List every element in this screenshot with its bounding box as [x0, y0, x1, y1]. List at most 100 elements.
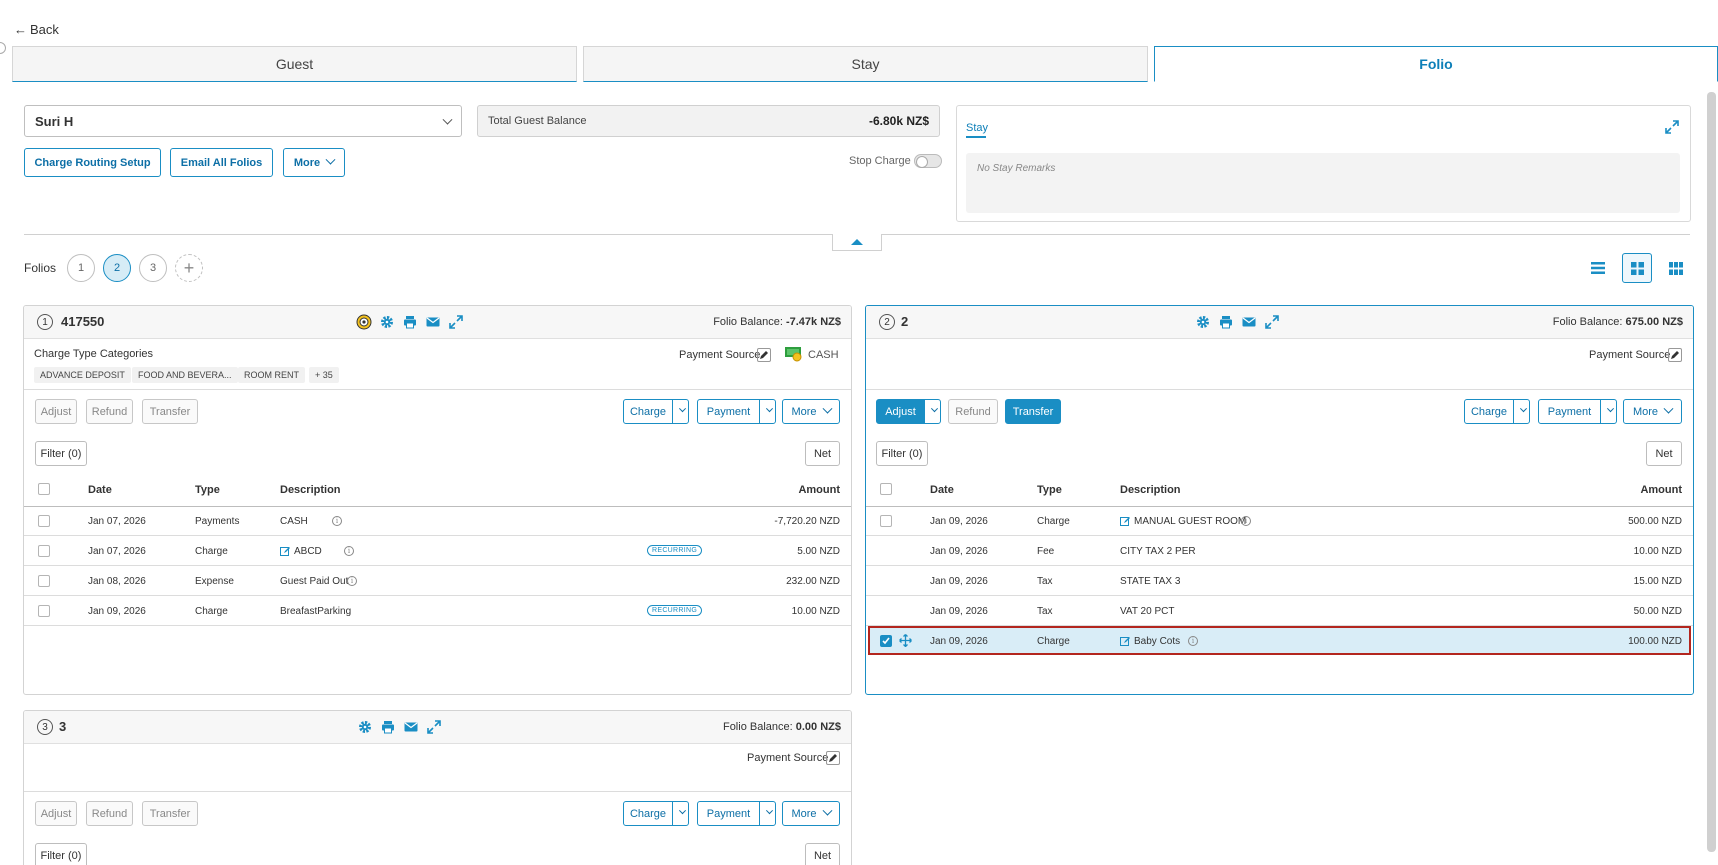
chevron-down-icon — [930, 405, 938, 413]
row-type: Payments — [195, 516, 240, 527]
table-row-selected[interactable] — [868, 626, 1691, 655]
info-icon[interactable]: i — [332, 516, 342, 526]
gear-icon[interactable] — [380, 315, 395, 330]
chevron-down-icon — [1606, 405, 1614, 413]
folio-num-badge: 1 — [37, 314, 53, 330]
expand-icon[interactable] — [449, 315, 464, 330]
more-button[interactable]: More — [1623, 399, 1682, 424]
edit-icon[interactable] — [1668, 348, 1682, 362]
row-amount: 10.00 NZD — [1633, 546, 1682, 557]
more-button[interactable]: More — [782, 399, 840, 424]
tab-folio[interactable]: Folio — [1154, 46, 1718, 82]
tab-guest[interactable]: Guest — [12, 46, 577, 82]
refund-button[interactable]: Refund — [86, 801, 133, 826]
info-icon[interactable]: i — [344, 546, 354, 556]
transfer-button[interactable]: Transfer — [142, 399, 198, 424]
payment-dropdown-button[interactable] — [759, 399, 776, 424]
row-amount: 5.00 NZD — [797, 546, 840, 557]
routing-target-icon[interactable] — [356, 314, 372, 330]
select-all-checkbox[interactable] — [880, 483, 892, 495]
print-icon[interactable] — [403, 315, 418, 330]
filter-button[interactable]: Filter (0) — [876, 441, 928, 466]
list-view-icon[interactable] — [1583, 253, 1613, 283]
payment-button[interactable]: Payment — [697, 801, 760, 826]
email-icon[interactable] — [1242, 315, 1257, 330]
edit-line-icon[interactable] — [280, 545, 291, 560]
transfer-button[interactable]: Transfer — [1005, 399, 1061, 424]
expand-icon[interactable] — [427, 720, 442, 735]
payment-dropdown-button[interactable] — [1600, 399, 1617, 424]
collapse-toggle[interactable] — [832, 234, 882, 251]
edit-line-icon[interactable] — [1120, 515, 1131, 530]
row-checkbox[interactable] — [38, 515, 50, 527]
gear-icon[interactable] — [358, 720, 373, 735]
email-icon[interactable] — [404, 720, 419, 735]
row-checkbox-checked[interactable] — [880, 635, 892, 647]
row-checkbox[interactable] — [38, 545, 50, 557]
drag-move-icon[interactable] — [899, 634, 912, 650]
row-checkbox[interactable] — [38, 605, 50, 617]
charge-dropdown-button[interactable] — [672, 399, 689, 424]
edit-icon[interactable] — [757, 348, 771, 362]
charge-button[interactable]: Charge — [1464, 399, 1514, 424]
folio-balance: Folio Balance: 0.00 NZ$ — [722, 721, 841, 733]
net-button[interactable]: Net — [805, 843, 840, 865]
payment-button[interactable]: Payment — [1538, 399, 1601, 424]
add-folio-button[interactable]: + — [175, 254, 203, 282]
row-divider — [24, 535, 851, 536]
chevron-down-icon — [678, 807, 686, 815]
refund-button[interactable]: Refund — [86, 399, 133, 424]
adjust-dropdown-button[interactable] — [924, 399, 941, 424]
email-all-folios-button[interactable]: Email All Folios — [170, 148, 273, 177]
row-checkbox[interactable] — [38, 575, 50, 587]
charge-dropdown-button[interactable] — [672, 801, 689, 826]
payment-dropdown-button[interactable] — [759, 801, 776, 826]
expand-icon[interactable] — [1665, 120, 1679, 134]
guest-select[interactable]: Suri H — [24, 105, 462, 137]
payment-button[interactable]: Payment — [697, 399, 760, 424]
adjust-button[interactable]: Adjust — [35, 801, 77, 826]
edit-icon[interactable] — [826, 751, 840, 765]
info-icon[interactable]: i — [347, 576, 357, 586]
more-button[interactable]: More — [782, 801, 840, 826]
folio-header — [866, 306, 1693, 339]
charge-button[interactable]: Charge — [623, 399, 673, 424]
net-button[interactable]: Net — [1646, 441, 1682, 466]
more-actions-button[interactable]: More — [283, 148, 345, 177]
charge-dropdown-button[interactable] — [1513, 399, 1530, 424]
folio-number-1[interactable]: 1 — [67, 254, 95, 282]
adjust-button[interactable]: Adjust — [876, 399, 925, 424]
row-date: Jan 09, 2026 — [930, 606, 988, 617]
filter-button[interactable]: Filter (0) — [35, 441, 87, 466]
info-icon[interactable]: i — [1188, 636, 1198, 646]
folio-number-3[interactable]: 3 — [139, 254, 167, 282]
tab-stay[interactable]: Stay — [583, 46, 1148, 82]
grid-2-view-icon[interactable] — [1622, 253, 1652, 283]
charge-routing-setup-button[interactable]: Charge Routing Setup — [24, 148, 161, 177]
stop-charge-toggle[interactable] — [914, 154, 942, 168]
grid-3-view-icon[interactable] — [1661, 253, 1691, 283]
stay-remarks-tab[interactable]: Stay — [966, 122, 989, 134]
charge-button[interactable]: Charge — [623, 801, 673, 826]
select-all-checkbox[interactable] — [38, 483, 50, 495]
page-scrollbar[interactable] — [1707, 92, 1716, 852]
filter-button[interactable]: Filter (0) — [35, 843, 87, 865]
print-icon[interactable] — [381, 720, 396, 735]
folio-number-2[interactable]: 2 — [103, 254, 131, 282]
transfer-button[interactable]: Transfer — [142, 801, 198, 826]
expand-icon[interactable] — [1265, 315, 1280, 330]
gear-icon[interactable] — [1196, 315, 1211, 330]
row-description: VAT 20 PCT — [1120, 606, 1175, 617]
row-checkbox[interactable] — [880, 515, 892, 527]
email-icon[interactable] — [426, 315, 441, 330]
category-more-pill[interactable]: + 35 — [309, 367, 339, 383]
adjust-button[interactable]: Adjust — [35, 399, 77, 424]
back-link[interactable]: ← Back — [14, 22, 59, 37]
edge-handle[interactable] — [0, 42, 6, 54]
net-button[interactable]: Net — [805, 441, 840, 466]
print-icon[interactable] — [1219, 315, 1234, 330]
refund-button[interactable]: Refund — [948, 399, 998, 424]
row-date: Jan 09, 2026 — [930, 546, 988, 557]
info-icon[interactable]: i — [1241, 516, 1251, 526]
edit-line-icon[interactable] — [1120, 635, 1131, 650]
